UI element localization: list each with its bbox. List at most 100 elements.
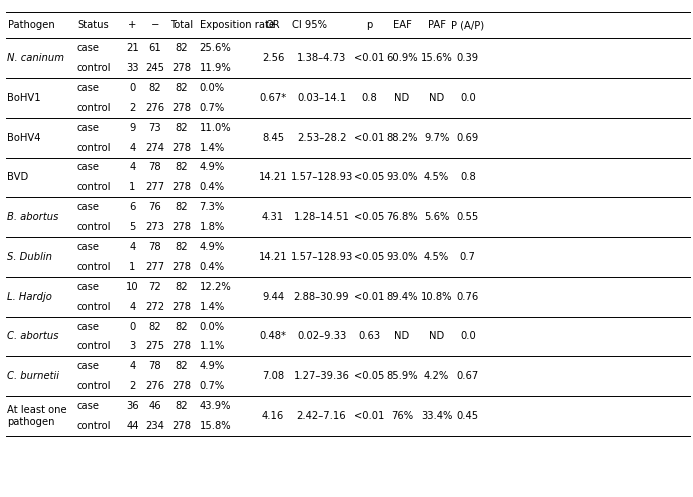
Text: 7.08: 7.08 [262, 371, 284, 381]
Text: 278: 278 [173, 143, 191, 153]
Text: case: case [77, 123, 100, 133]
Text: 76%: 76% [391, 411, 413, 421]
Text: control: control [77, 182, 112, 192]
Text: ND: ND [394, 331, 410, 341]
Text: 78: 78 [148, 361, 161, 371]
Text: BoHV4: BoHV4 [7, 133, 40, 143]
Text: 4.9%: 4.9% [200, 163, 225, 172]
Text: 0.39: 0.39 [457, 53, 479, 63]
Text: 4: 4 [129, 302, 136, 312]
Text: Total: Total [170, 20, 193, 30]
Text: 272: 272 [146, 302, 164, 312]
Text: 15.6%: 15.6% [421, 53, 453, 63]
Text: 2.42–7.16: 2.42–7.16 [297, 411, 346, 421]
Text: 15.8%: 15.8% [200, 421, 231, 431]
Text: 82: 82 [175, 43, 188, 53]
Text: 4.9%: 4.9% [200, 361, 225, 371]
Text: 2.56: 2.56 [262, 53, 284, 63]
Text: 0.4%: 0.4% [200, 182, 225, 192]
Text: 9.7%: 9.7% [424, 133, 449, 143]
Text: 93.0%: 93.0% [386, 172, 418, 182]
Text: <0.05: <0.05 [354, 172, 384, 182]
Text: 278: 278 [173, 341, 191, 351]
Text: Status: Status [77, 20, 109, 30]
Text: 278: 278 [173, 421, 191, 431]
Text: 1.4%: 1.4% [200, 302, 225, 312]
Text: 1: 1 [129, 262, 136, 272]
Text: 4: 4 [129, 163, 136, 172]
Text: 82: 82 [175, 242, 188, 252]
Text: C. abortus: C. abortus [7, 331, 58, 341]
Text: 1.4%: 1.4% [200, 143, 225, 153]
Text: 276: 276 [146, 381, 164, 391]
Text: 72: 72 [148, 282, 161, 292]
Text: 1.57–128.93: 1.57–128.93 [290, 252, 353, 262]
Text: case: case [77, 43, 100, 53]
Text: 82: 82 [175, 361, 188, 371]
Text: 1.28–14.51: 1.28–14.51 [294, 212, 349, 222]
Text: <0.01: <0.01 [354, 53, 384, 63]
Text: 5: 5 [129, 222, 136, 232]
Text: 278: 278 [173, 302, 191, 312]
Text: 0.55: 0.55 [457, 212, 479, 222]
Text: case: case [77, 401, 100, 411]
Text: 76.8%: 76.8% [386, 212, 418, 222]
Text: 2.88–30.99: 2.88–30.99 [294, 292, 349, 302]
Text: OR: OR [265, 20, 281, 30]
Text: 82: 82 [175, 322, 188, 331]
Text: 25.6%: 25.6% [200, 43, 231, 53]
Text: control: control [77, 302, 112, 312]
Text: 0.03–14.1: 0.03–14.1 [297, 93, 346, 103]
Text: 4.5%: 4.5% [424, 252, 449, 262]
Text: 82: 82 [175, 202, 188, 212]
Text: 4.2%: 4.2% [424, 371, 449, 381]
Text: 4.31: 4.31 [262, 212, 284, 222]
Text: 7.3%: 7.3% [200, 202, 225, 212]
Text: 82: 82 [175, 282, 188, 292]
Text: 82: 82 [175, 123, 188, 133]
Text: 76: 76 [148, 202, 161, 212]
Text: 0.67: 0.67 [457, 371, 479, 381]
Text: 278: 278 [173, 262, 191, 272]
Text: 73: 73 [148, 123, 161, 133]
Text: <0.01: <0.01 [354, 133, 384, 143]
Text: 0.0%: 0.0% [200, 322, 225, 331]
Text: 9: 9 [129, 123, 136, 133]
Text: 0.7%: 0.7% [200, 103, 225, 113]
Text: 82: 82 [175, 163, 188, 172]
Text: control: control [77, 262, 112, 272]
Text: 14.21: 14.21 [258, 252, 288, 262]
Text: control: control [77, 341, 112, 351]
Text: 4: 4 [129, 361, 136, 371]
Text: control: control [77, 103, 112, 113]
Text: 33: 33 [126, 63, 139, 73]
Text: 10.8%: 10.8% [421, 292, 453, 302]
Text: 1: 1 [129, 182, 136, 192]
Text: ND: ND [394, 93, 410, 103]
Text: 0.7: 0.7 [460, 252, 475, 262]
Text: 278: 278 [173, 103, 191, 113]
Text: 85.9%: 85.9% [386, 371, 418, 381]
Text: 0.69: 0.69 [457, 133, 479, 143]
Text: 43.9%: 43.9% [200, 401, 231, 411]
Text: P (A/P): P (A/P) [451, 20, 484, 30]
Text: 89.4%: 89.4% [386, 292, 418, 302]
Text: L. Hardjo: L. Hardjo [7, 292, 52, 302]
Text: control: control [77, 381, 112, 391]
Text: 275: 275 [146, 341, 164, 351]
Text: 2.53–28.2: 2.53–28.2 [297, 133, 346, 143]
Text: control: control [77, 421, 112, 431]
Text: 78: 78 [148, 163, 161, 172]
Text: 60.9%: 60.9% [386, 53, 418, 63]
Text: case: case [77, 322, 100, 331]
Text: 278: 278 [173, 381, 191, 391]
Text: EAF: EAF [392, 20, 412, 30]
Text: 278: 278 [173, 182, 191, 192]
Text: 1.38–4.73: 1.38–4.73 [297, 53, 346, 63]
Text: ND: ND [429, 331, 444, 341]
Text: p: p [366, 20, 372, 30]
Text: At least one
pathogen: At least one pathogen [7, 405, 67, 427]
Text: <0.01: <0.01 [354, 411, 384, 421]
Text: 88.2%: 88.2% [386, 133, 418, 143]
Text: case: case [77, 282, 100, 292]
